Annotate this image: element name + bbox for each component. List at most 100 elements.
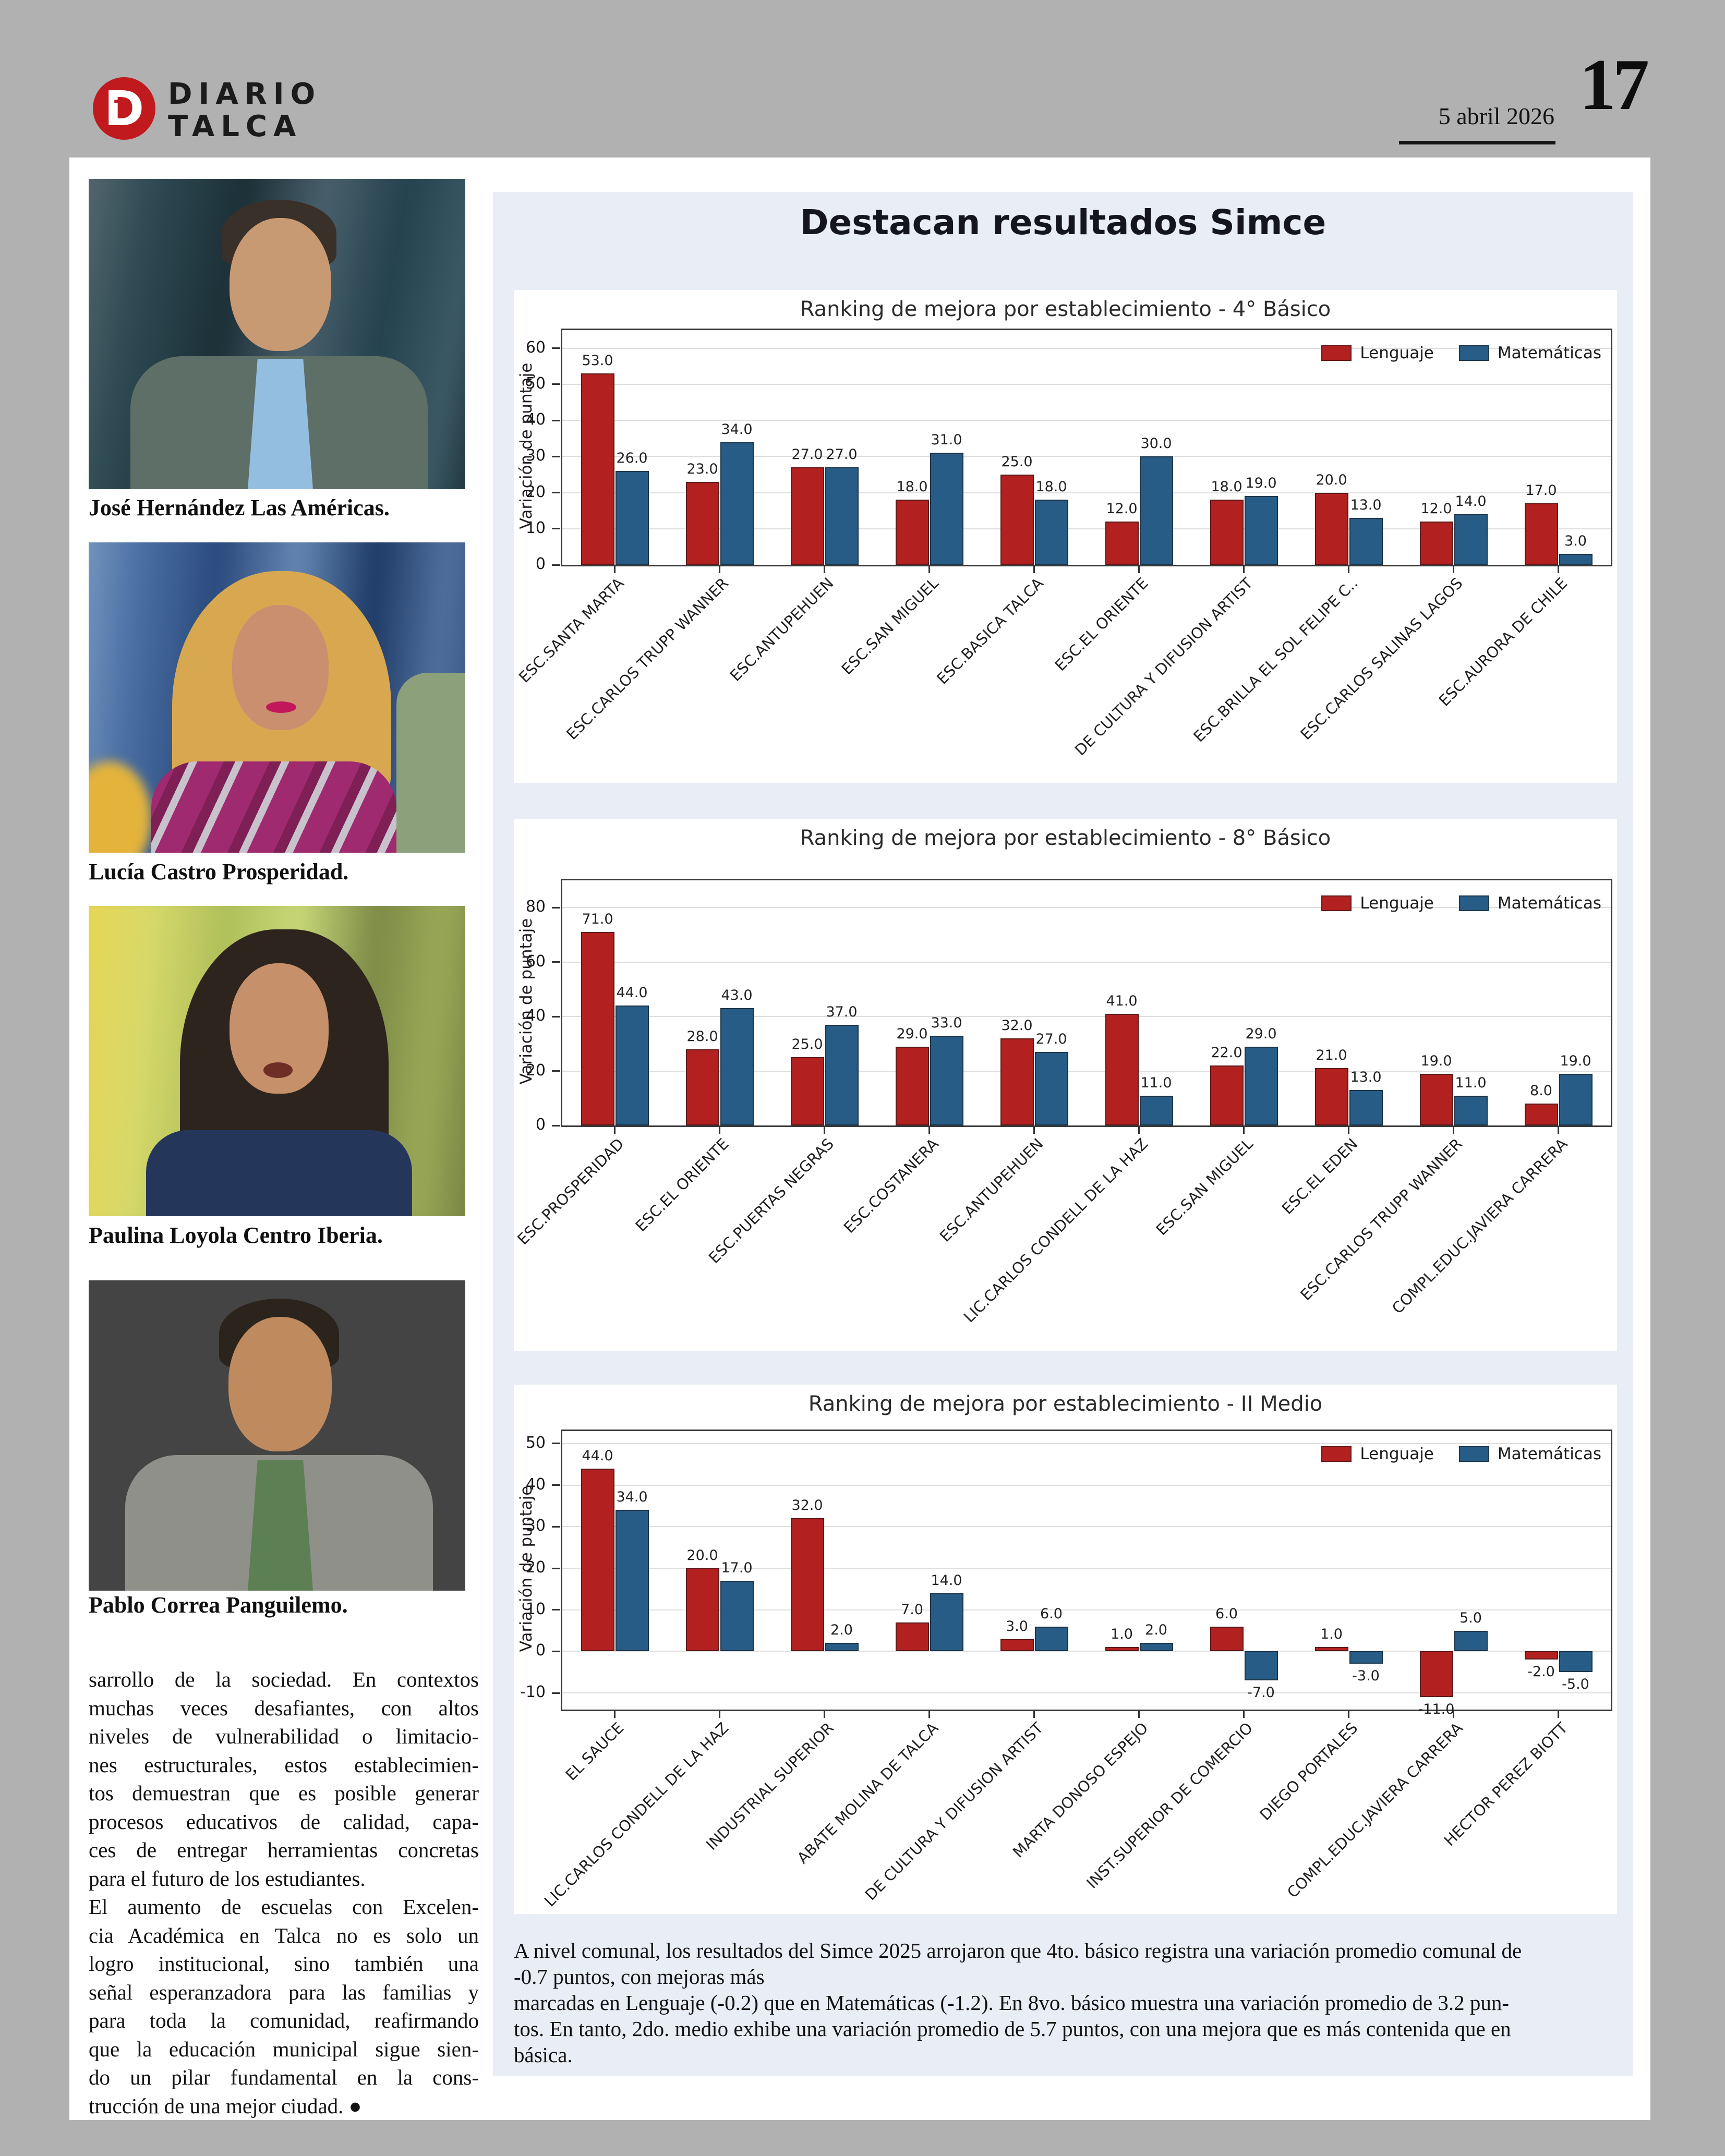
y-axis-tick-label: 80 (525, 898, 546, 916)
bar-value-label: 19.0 (1420, 1052, 1452, 1069)
footer-line: marcadas en Lenguaje (-0.2) que en Matem… (514, 1991, 1510, 2015)
y-axis-tick-label: 30 (525, 446, 546, 465)
bar-lenguaje (1314, 1647, 1348, 1652)
article-line: nes estructurales, estos establecimien- (89, 1752, 479, 1777)
legend-item: Matemáticas (1458, 894, 1601, 913)
bar-matematicas (1454, 1095, 1488, 1125)
bar-value-label: 20.0 (686, 1547, 718, 1564)
bar-value-label: 3.0 (1006, 1618, 1028, 1634)
article-line: ces de entregar herramientas concretas (89, 1838, 479, 1862)
bar-value-label: 22.0 (1211, 1045, 1243, 1061)
bar-value-label: 11.0 (1140, 1074, 1172, 1091)
brand-line-1: DIARIO (168, 77, 322, 111)
bar-value-label: 25.0 (1001, 453, 1033, 470)
gridline (562, 456, 1611, 457)
brand-text: DIARIO TALCA (168, 78, 321, 143)
chart-card-iimedio: Ranking de mejora por establecimiento - … (514, 1385, 1617, 1914)
y-axis-tick-label: 10 (525, 518, 546, 537)
y-axis-tick-label: 40 (525, 1007, 546, 1025)
x-tick-mark (1348, 1710, 1349, 1718)
legend-label: Matemáticas (1497, 344, 1601, 362)
bar-lenguaje (1314, 1068, 1348, 1125)
y-tick-mark (552, 419, 560, 421)
bar-value-label: 20.0 (1316, 471, 1347, 488)
x-axis-label: ESC.CARLOS SALINAS LAGOS (1297, 574, 1466, 744)
legend-label: Lenguaje (1360, 1445, 1434, 1463)
bar-value-label: 37.0 (826, 1003, 858, 1020)
bar-matematicas (720, 1008, 754, 1125)
x-tick-mark (1033, 1710, 1035, 1718)
x-tick-mark (928, 1710, 930, 1718)
y-tick-mark (552, 1525, 560, 1528)
footer-line: tos. En tanto, 2do. medio exhibe una var… (514, 2017, 1511, 2041)
legend-item: Lenguaje (1321, 894, 1434, 913)
x-axis-label: HECTOR PEREZ BIOTT (1440, 1719, 1571, 1850)
article-line: procesos educativos de calidad, capa- (89, 1809, 479, 1834)
bar-value-label: 31.0 (931, 432, 962, 449)
legend: Lenguaje Matemáticas (1321, 1445, 1601, 1463)
x-axis-label: COMPL.EDUC.JAVIERA CARRERA (1283, 1719, 1466, 1901)
bar-matematicas (1139, 1095, 1173, 1125)
x-axis-label: DE CULTURA Y DIFUSION ARTIST (862, 1719, 1047, 1904)
bar-matematicas (1349, 1651, 1383, 1664)
plot-area: -10 0 10 20 30 40 50 EL SAUCE 44.0 34.0 LIC.CARLOS… (520, 1430, 1612, 1910)
gridline (562, 492, 1611, 493)
x-tick-mark (928, 565, 930, 573)
y-axis-tick-label: 20 (525, 1558, 546, 1577)
bar-matematicas (1244, 496, 1278, 565)
x-tick-mark (824, 1710, 825, 1718)
x-axis-label: ESC.EL ORIENTE (632, 1135, 732, 1235)
x-tick-mark (719, 565, 720, 573)
y-axis-tick-label: 50 (525, 374, 546, 393)
x-tick-mark (1453, 1710, 1454, 1718)
bar-value-label: 13.0 (1350, 497, 1382, 513)
x-tick-mark (1138, 565, 1140, 573)
y-tick-mark (552, 528, 560, 530)
x-tick-mark (1558, 1125, 1559, 1134)
date-rule (1399, 141, 1555, 144)
bar-matematicas (1454, 514, 1488, 565)
legend-item: Lenguaje (1321, 344, 1434, 362)
face (228, 1317, 332, 1451)
photo-caption: Paulina Loyola Centro Iberia. (89, 1222, 383, 1248)
bar-value-label: 1.0 (1111, 1626, 1133, 1643)
bar-lenguaje (790, 1057, 824, 1125)
bar-value-label: 19.0 (1560, 1052, 1591, 1069)
mouth (263, 1062, 293, 1078)
y-axis-tick-label: 50 (525, 1433, 546, 1452)
bar-matematicas (1454, 1630, 1488, 1652)
y-tick-mark (552, 1484, 560, 1486)
x-tick-mark (1558, 1710, 1559, 1718)
gridline (562, 1526, 1611, 1528)
bar-lenguaje (1000, 1038, 1034, 1125)
x-axis-label: ESC.ANTUPEHUEN (726, 574, 837, 685)
article-line: cia Académica en Talca no es solo un (89, 1923, 479, 1947)
legend-label: Lenguaje (1360, 894, 1434, 913)
article-line: que la educación municipal sigue sien- (89, 2037, 479, 2061)
gridline (562, 528, 1611, 529)
bar-lenguaje (1419, 1073, 1453, 1125)
bar-lenguaje (1210, 500, 1244, 565)
bar-lenguaje (1210, 1626, 1244, 1652)
y-tick-mark (552, 1124, 560, 1127)
x-tick-mark (1138, 1710, 1140, 1718)
bar-value-label: 29.0 (896, 1025, 928, 1042)
gridline (562, 1443, 1611, 1444)
y-tick-mark (552, 564, 560, 566)
bar-value-label: 3.0 (1564, 533, 1587, 550)
bar-value-label: 32.0 (1001, 1017, 1033, 1034)
bar-value-label: 2.0 (1145, 1622, 1167, 1639)
x-tick-mark (1348, 565, 1349, 573)
chart-card-4basico: Ranking de mejora por establecimiento - … (514, 290, 1617, 783)
bar-value-label: 53.0 (582, 353, 613, 369)
x-axis-label: LIC.CARLOS CONDELL DE LA HAZ (960, 1135, 1152, 1326)
gridline (562, 420, 1611, 421)
bar-lenguaje (1524, 503, 1558, 565)
bar-value-label: 29.0 (1245, 1025, 1277, 1042)
article-text: sarrollo de la sociedad. En contextos muc… (89, 1665, 479, 2120)
bar-matematicas (1244, 1651, 1278, 1681)
article-line: para toda la comunidad, reafirmando (89, 2008, 479, 2032)
bar-matematicas (1034, 500, 1068, 565)
chart-card-8basico: Ranking de mejora por establecimiento - … (514, 819, 1617, 1351)
logo-letter-t: T (114, 95, 130, 122)
